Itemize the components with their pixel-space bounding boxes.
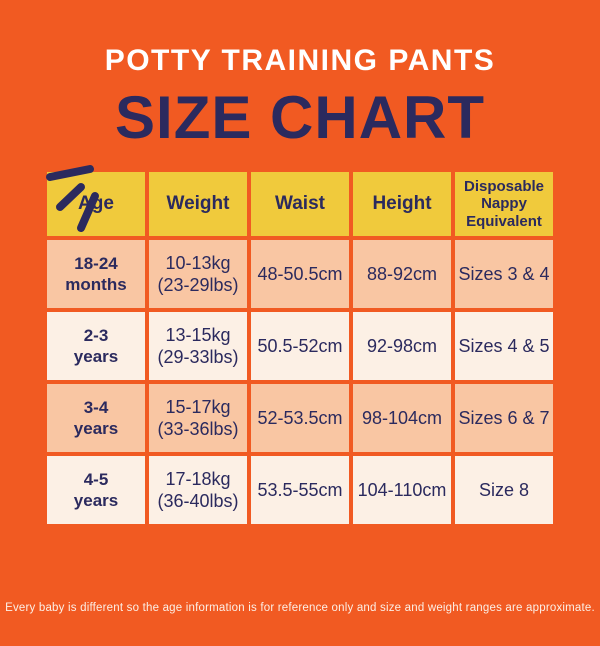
- height-cell: 88-92cm: [353, 240, 451, 308]
- age-cell: 3-4 years: [47, 384, 145, 452]
- height-cell: 98-104cm: [353, 384, 451, 452]
- size-chart-table: Age Weight Waist Height Disposable Nappy…: [43, 168, 557, 528]
- header-waist: Waist: [251, 172, 349, 236]
- footnote-text: Every baby is different so the age infor…: [5, 602, 595, 614]
- size-table-body: 18-24 months 10-13kg (23-29lbs) 48-50.5cm 88-…: [47, 240, 553, 524]
- age-cell: 4-5 years: [47, 456, 145, 524]
- weight-cell: 17-18kg (36-40lbs): [149, 456, 247, 524]
- size-table-header: Age Weight Waist Height Disposable Nappy…: [47, 172, 553, 236]
- nappy-cell: Sizes 3 & 4: [455, 240, 553, 308]
- weight-cell: 13-15kg (29-33lbs): [149, 312, 247, 380]
- table-row: 3-4 years 15-17kg (33-36lbs) 52-53.5cm 98-104…: [47, 384, 553, 452]
- waist-cell: 48-50.5cm: [251, 240, 349, 308]
- weight-cell: 15-17kg (33-36lbs): [149, 384, 247, 452]
- age-cell: 18-24 months: [47, 240, 145, 308]
- sparkle-accent-icon: [46, 165, 99, 232]
- height-cell: 92-98cm: [353, 312, 451, 380]
- nappy-cell: Sizes 4 & 5: [455, 312, 553, 380]
- header-nappy-equivalent: Disposable Nappy Equivalent: [455, 172, 553, 236]
- waist-cell: 50.5-52cm: [251, 312, 349, 380]
- age-cell: 2-3 years: [47, 312, 145, 380]
- waist-cell: 53.5-55cm: [251, 456, 349, 524]
- eyebrow-title: POTTY TRAINING PANTS: [104, 44, 496, 77]
- nappy-cell: Sizes 6 & 7: [455, 384, 553, 452]
- weight-cell: 10-13kg (23-29lbs): [149, 240, 247, 308]
- page-title: SIZE CHART: [115, 84, 485, 151]
- header-row: Age Weight Waist Height Disposable Nappy…: [47, 172, 553, 236]
- table-row: 2-3 years 13-15kg (29-33lbs) 50.5-52cm 92-98c…: [47, 312, 553, 380]
- header-height: Height: [353, 172, 451, 236]
- nappy-cell: Size 8: [455, 456, 553, 524]
- header-weight: Weight: [149, 172, 247, 236]
- table-row: 18-24 months 10-13kg (23-29lbs) 48-50.5cm 88-…: [47, 240, 553, 308]
- height-cell: 104-110cm: [353, 456, 451, 524]
- table-row: 4-5 years 17-18kg (36-40lbs) 53.5-55cm 104-11…: [47, 456, 553, 524]
- waist-cell: 52-53.5cm: [251, 384, 349, 452]
